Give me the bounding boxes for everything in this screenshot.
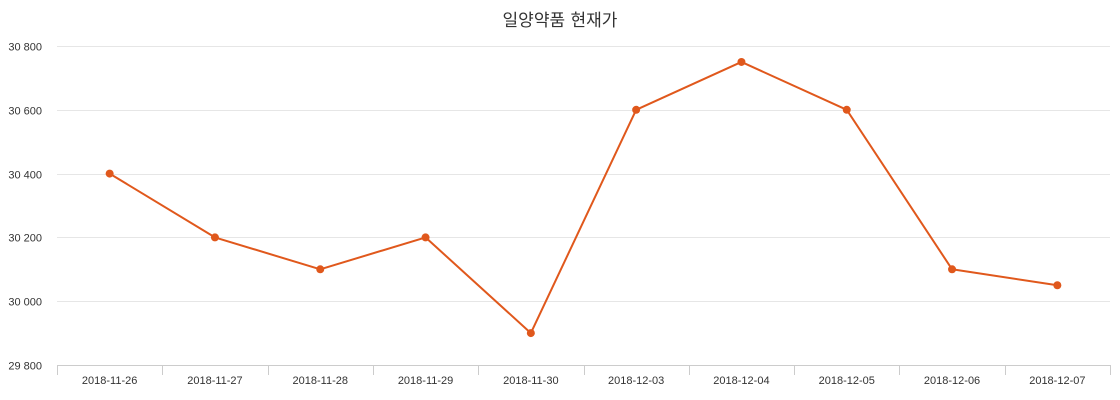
y-tick-label: 30 400 [8,170,42,182]
y-tick-label: 30 600 [8,106,42,118]
chart-title: 일양약품 현재가 [502,11,618,31]
data-point-marker[interactable] [105,169,114,178]
series-line [109,60,1058,335]
data-point-marker[interactable] [526,329,535,338]
x-tick-label: 2018-12-06 [924,375,980,387]
data-point-marker[interactable] [737,57,746,66]
x-tick-label: 2018-12-05 [819,375,875,387]
y-tick-label: 29 800 [8,361,42,373]
data-point-marker[interactable] [948,265,957,274]
x-tick-label: 2018-12-07 [1029,375,1085,387]
x-tick-label: 2018-11-29 [398,375,453,387]
x-tick-label: 2018-12-03 [608,375,664,387]
data-series [105,57,1062,338]
x-tick-label: 2018-11-30 [503,375,558,387]
x-tick-label: 2018-11-27 [187,375,242,387]
x-tick-label: 2018-11-28 [293,375,348,387]
data-point-marker[interactable] [421,233,430,242]
x-tick-label: 2018-12-04 [713,375,769,387]
y-tick-label: 30 000 [8,297,42,309]
x-tick-label: 2018-11-26 [82,375,137,387]
x-axis: 2018-11-26 2018-11-27 2018-11-28 2018-11-29… [57,365,1111,387]
data-point-marker[interactable] [316,265,325,274]
data-point-marker[interactable] [632,105,641,114]
data-point-marker[interactable] [210,233,219,242]
y-axis-labels: 29 800 30 000 30 200 30 400 30 600 30 800 [8,42,42,373]
data-point-marker[interactable] [1053,281,1062,290]
gridlines [57,46,1110,302]
y-tick-label: 30 800 [8,42,42,54]
data-point-marker[interactable] [842,105,851,114]
y-tick-label: 30 200 [8,233,42,245]
